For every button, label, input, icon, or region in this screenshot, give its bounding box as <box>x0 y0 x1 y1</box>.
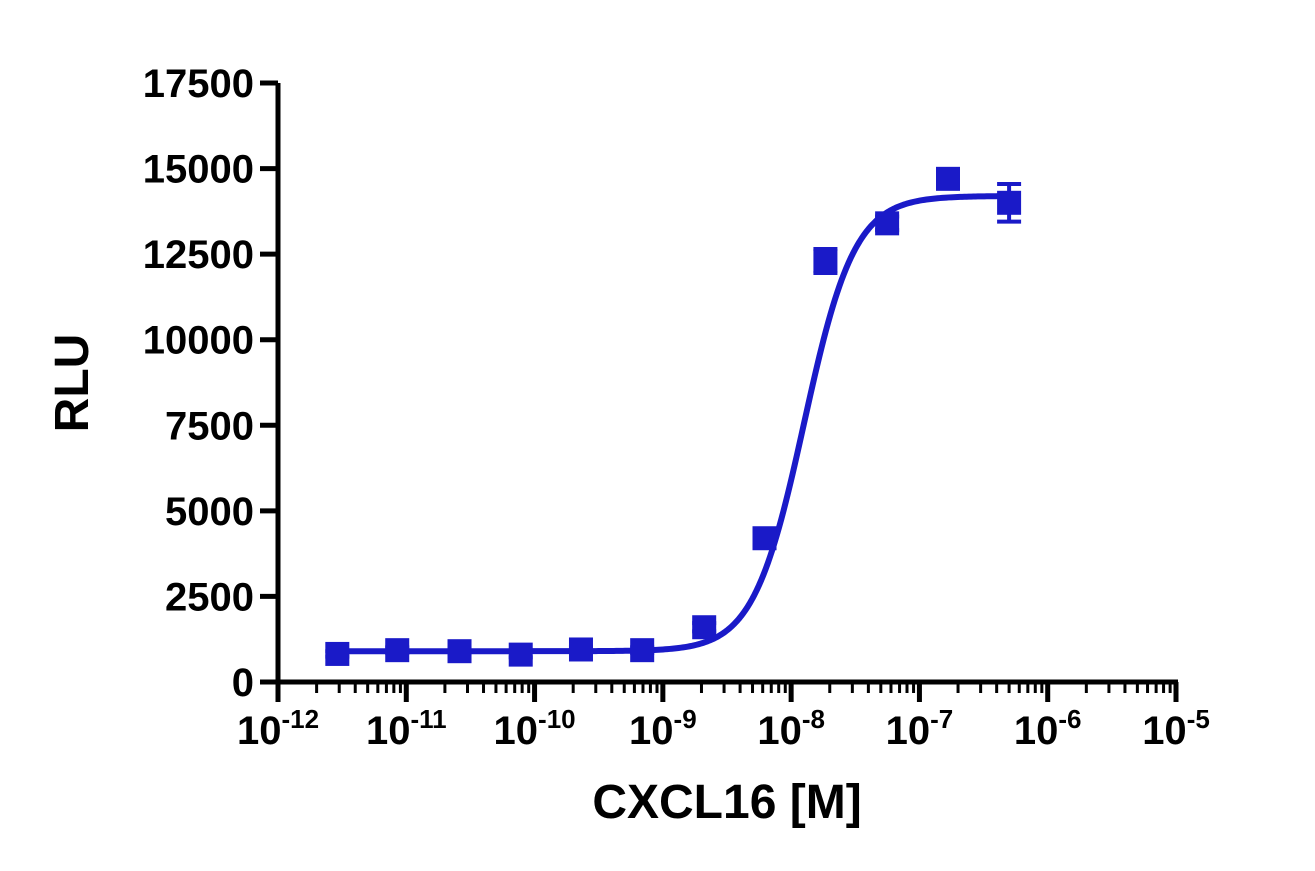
y-tick-label: 2500 <box>165 575 254 619</box>
y-tick-label: 5000 <box>165 490 254 534</box>
data-marker <box>692 615 717 640</box>
x-tick-label: 10-5 <box>1142 704 1210 753</box>
axes: 0 2500 5000 7500 10000 12500 15000 17500 10-12 10… <box>143 62 1210 753</box>
x-tick-label: 10-9 <box>629 704 697 753</box>
y-tick-label: 15000 <box>143 148 254 192</box>
y-tick-label: 17500 <box>143 62 254 106</box>
x-tick-label: 10-12 <box>237 704 319 753</box>
data-point <box>568 637 593 662</box>
data-marker <box>568 637 593 662</box>
data-points-group <box>325 166 1022 667</box>
x-tick-label: 10-7 <box>886 704 954 753</box>
y-tick-label: 10000 <box>143 319 254 363</box>
data-point <box>325 641 350 666</box>
y-tick-label: 7500 <box>165 404 254 448</box>
data-point <box>630 638 655 663</box>
data-marker <box>752 526 777 551</box>
data-marker <box>630 638 655 663</box>
data-marker <box>935 166 960 191</box>
data-point <box>447 639 472 664</box>
data-point <box>997 181 1022 224</box>
data-point <box>385 638 410 663</box>
data-point <box>935 166 960 191</box>
data-point <box>692 615 717 640</box>
x-tick-label: 10-6 <box>1014 704 1082 753</box>
x-tick-label: 10-8 <box>757 704 825 753</box>
data-point <box>752 526 777 551</box>
y-axis-label: RLU <box>46 334 99 433</box>
y-tick-label: 12500 <box>143 233 254 277</box>
data-marker <box>997 190 1022 215</box>
data-point <box>508 642 533 667</box>
y-tick-label: 0 <box>232 661 254 705</box>
x-tick-label: 10-11 <box>366 704 447 753</box>
x-axis-label: CXCL16 [M] <box>592 776 861 829</box>
data-marker <box>385 638 410 663</box>
data-marker <box>447 639 472 664</box>
data-marker <box>325 641 350 666</box>
data-point <box>813 247 838 275</box>
data-point <box>875 211 900 236</box>
data-marker <box>875 211 900 236</box>
x-tick-label: 10-10 <box>494 704 576 753</box>
fit-curve <box>338 193 1010 655</box>
fit-curve-group <box>338 193 1010 655</box>
data-marker <box>813 248 838 273</box>
data-marker <box>508 642 533 667</box>
